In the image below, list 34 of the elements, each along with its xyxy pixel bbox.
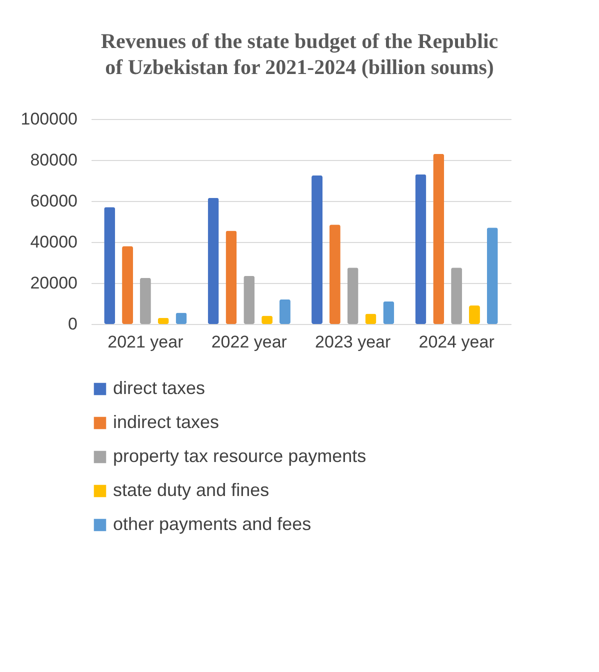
legend-label: indirect taxes <box>113 412 220 432</box>
legend-label: other payments and fees <box>113 514 312 534</box>
y-tick-label: 40000 <box>30 232 78 252</box>
y-tick-label: 60000 <box>30 192 78 210</box>
bar <box>383 301 394 324</box>
bar <box>347 268 358 324</box>
y-tick-label: 0 <box>68 314 78 334</box>
bar <box>451 268 462 324</box>
bar <box>468 306 480 324</box>
bar <box>486 228 498 324</box>
chart-title: Revenues of the state budget of the Republic of Uzbekistan for 2021-2024 (billion soums) <box>100 28 500 80</box>
x-tick-label: 2022 year <box>211 332 288 352</box>
bar <box>244 276 255 324</box>
y-tick-label: 20000 <box>30 274 78 292</box>
bar <box>365 314 376 324</box>
bar <box>208 198 219 324</box>
y-tick-label: 80000 <box>30 150 78 170</box>
bar <box>415 174 426 324</box>
x-tick-label: 2023 year <box>315 332 391 352</box>
legend-label: property tax resource payments <box>113 446 366 466</box>
bar <box>226 230 237 324</box>
bar <box>279 299 290 324</box>
bar <box>122 246 134 324</box>
legend-label: direct taxes <box>113 378 206 398</box>
bar <box>329 224 340 324</box>
x-tick-label: 2021 year <box>108 332 184 352</box>
bar <box>104 207 116 324</box>
bar <box>433 154 444 324</box>
bar <box>312 175 323 324</box>
x-tick-label: 2024 year <box>418 332 495 352</box>
legend-label: state duty and fines <box>113 480 270 500</box>
bar <box>176 312 187 324</box>
y-tick-label: 100000 <box>20 110 78 128</box>
bar <box>140 278 151 324</box>
